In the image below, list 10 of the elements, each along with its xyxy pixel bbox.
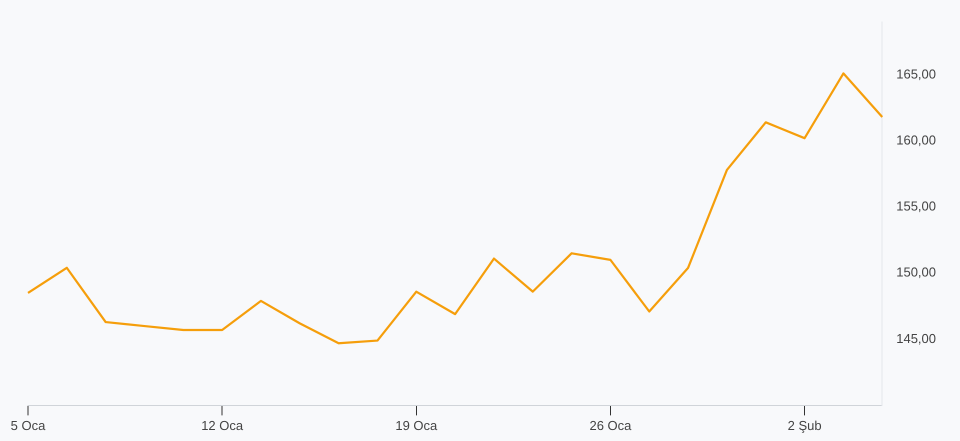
x-tick-label: 12 Oca <box>201 418 244 433</box>
y-tick-label: 155,00 <box>896 198 936 214</box>
x-tick-label: 26 Oca <box>589 418 632 433</box>
y-tick-label: 165,00 <box>896 66 936 82</box>
y-tick-label: 150,00 <box>896 264 936 280</box>
x-tick-label: 19 Oca <box>395 418 438 433</box>
y-tick-label: 145,00 <box>896 330 936 346</box>
x-tick-label: 2 Şub <box>788 418 822 433</box>
y-tick-label: 160,00 <box>896 132 936 148</box>
x-tick-label: 5 Oca <box>10 418 46 433</box>
